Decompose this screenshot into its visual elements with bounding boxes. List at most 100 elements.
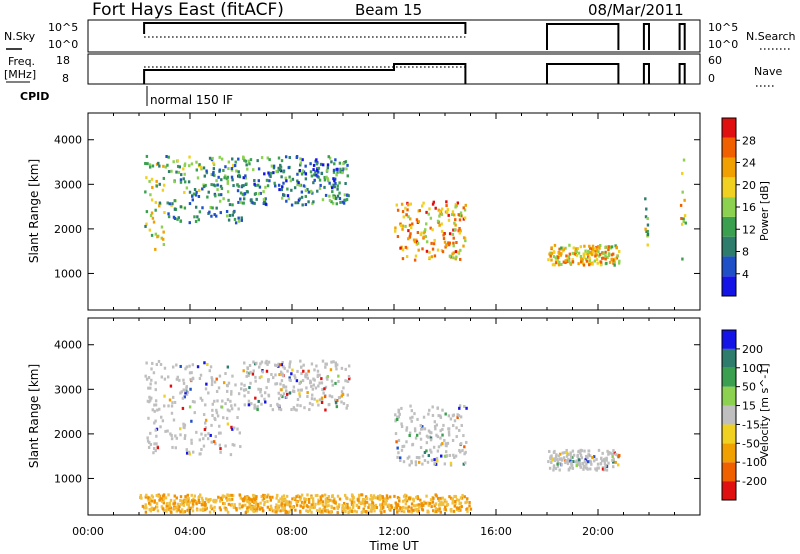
velocity-echo bbox=[436, 459, 439, 463]
velocity-echo bbox=[282, 392, 286, 396]
velocity-echo bbox=[215, 389, 219, 393]
velocity-echo bbox=[295, 500, 298, 504]
velocity-echo bbox=[425, 449, 428, 453]
velocity-echo bbox=[433, 425, 437, 429]
velocity-echo bbox=[210, 377, 214, 381]
colorbar-swatch bbox=[722, 236, 736, 257]
power-echo bbox=[549, 251, 552, 255]
freq-tick-top: 18 bbox=[56, 54, 70, 67]
velocity-echo bbox=[380, 511, 383, 515]
velocity-echo bbox=[399, 507, 403, 511]
velocity-echo bbox=[601, 451, 604, 455]
velocity-echo bbox=[148, 395, 151, 399]
power-echo bbox=[150, 177, 154, 181]
velocity-echo bbox=[453, 504, 456, 508]
power-echo bbox=[289, 179, 293, 183]
velocity-echo bbox=[396, 418, 399, 422]
power-echo bbox=[215, 206, 218, 210]
power-echo bbox=[176, 164, 180, 168]
velocity-echo bbox=[159, 497, 162, 501]
velocity-echo bbox=[454, 454, 458, 458]
power-echo bbox=[612, 258, 615, 262]
velocity-echo bbox=[346, 404, 349, 408]
velocity-echo bbox=[390, 505, 393, 509]
velocity-echo bbox=[342, 501, 346, 505]
velocity-echo bbox=[175, 505, 179, 509]
velocity-echo bbox=[308, 505, 312, 509]
power-echo bbox=[288, 175, 291, 179]
velocity-echo bbox=[353, 509, 356, 513]
velocity-echo bbox=[357, 493, 361, 497]
velocity-echo bbox=[150, 396, 153, 400]
velocity-echo bbox=[267, 379, 270, 383]
velocity-echo bbox=[228, 497, 231, 501]
power-echo bbox=[400, 202, 404, 206]
velocity-echo bbox=[207, 500, 210, 504]
velocity-echo bbox=[556, 458, 559, 462]
power-echo bbox=[330, 160, 333, 164]
velocity-echo bbox=[313, 378, 316, 382]
velocity-echo bbox=[586, 460, 590, 464]
velocity-echo bbox=[468, 504, 471, 508]
velocity-echo bbox=[314, 502, 317, 506]
velocity-echo bbox=[170, 437, 174, 441]
power-echo bbox=[188, 221, 191, 225]
velocity-echo bbox=[230, 407, 234, 411]
velocity-echo bbox=[396, 446, 399, 450]
velocity-echo bbox=[253, 498, 257, 502]
velocity-echo bbox=[252, 493, 255, 497]
power-echo bbox=[155, 179, 158, 183]
velocity-echo bbox=[311, 387, 315, 391]
velocity-echo bbox=[280, 503, 283, 507]
power-echo bbox=[213, 192, 217, 196]
velocity-echo bbox=[468, 500, 471, 504]
velocity-echo bbox=[303, 497, 306, 501]
power-echo bbox=[606, 255, 609, 259]
velocity-echo bbox=[159, 425, 162, 429]
velocity-echo bbox=[213, 399, 216, 403]
velocity-echo bbox=[325, 504, 328, 508]
power-echo bbox=[338, 191, 341, 195]
velocity-echo bbox=[383, 509, 386, 513]
power-echo bbox=[302, 184, 306, 188]
velocity-echo bbox=[305, 497, 308, 501]
velocity-echo bbox=[453, 494, 456, 498]
velocity-echo bbox=[289, 360, 292, 364]
power-echo bbox=[401, 210, 405, 214]
power-echo bbox=[567, 255, 571, 259]
velocity-echo bbox=[370, 505, 374, 509]
velocity-echo bbox=[306, 376, 309, 380]
velocity-echo bbox=[444, 412, 447, 416]
velocity-echo bbox=[327, 494, 330, 498]
power-echo bbox=[228, 203, 232, 207]
power-echo bbox=[460, 214, 463, 218]
velocity-echo bbox=[431, 413, 435, 417]
velocity-echo bbox=[299, 388, 303, 392]
velocity-echo bbox=[244, 511, 248, 515]
power-echo bbox=[424, 228, 427, 232]
power-echo bbox=[558, 260, 561, 264]
power-echo bbox=[263, 200, 266, 204]
power-echo bbox=[193, 215, 196, 219]
power-echo bbox=[162, 164, 165, 168]
velocity-echo bbox=[238, 431, 242, 435]
velocity-echo bbox=[444, 450, 448, 454]
velocity-echo bbox=[457, 414, 461, 418]
power-echo bbox=[248, 162, 251, 166]
power-echo bbox=[165, 155, 168, 159]
velocity-echo bbox=[566, 462, 570, 466]
velocity-echo bbox=[202, 413, 206, 417]
velocity-echo bbox=[459, 496, 463, 500]
velocity-echo bbox=[209, 504, 213, 508]
power-echo bbox=[588, 261, 591, 265]
velocity-echo bbox=[151, 361, 154, 365]
power-echo bbox=[262, 190, 265, 194]
velocity-echo bbox=[292, 496, 296, 500]
velocity-echo bbox=[198, 501, 201, 505]
velocity-echo bbox=[453, 456, 456, 460]
power-echo bbox=[180, 173, 183, 177]
velocity-echo bbox=[411, 497, 415, 501]
velocity-echo bbox=[175, 363, 178, 367]
power-echo bbox=[679, 203, 683, 207]
